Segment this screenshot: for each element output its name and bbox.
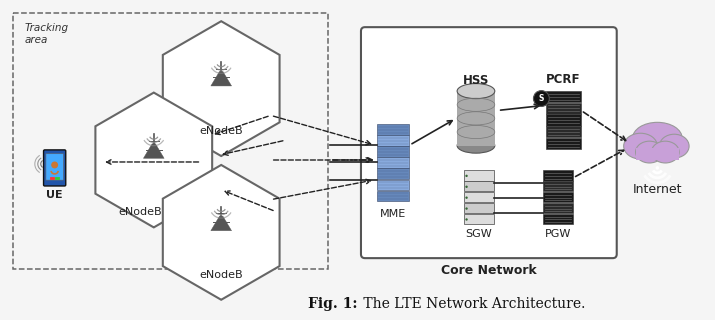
Text: MME: MME bbox=[380, 209, 406, 219]
Ellipse shape bbox=[633, 122, 682, 154]
Bar bbox=[457, 91, 495, 146]
Circle shape bbox=[465, 207, 468, 210]
Bar bbox=[546, 102, 581, 114]
Bar bbox=[546, 114, 581, 125]
Bar bbox=[377, 191, 408, 201]
Text: PGW: PGW bbox=[545, 229, 571, 239]
Bar bbox=[546, 91, 581, 102]
FancyBboxPatch shape bbox=[361, 27, 617, 258]
Circle shape bbox=[533, 91, 549, 107]
Bar bbox=[543, 181, 573, 191]
Text: PCRF: PCRF bbox=[546, 73, 581, 86]
Polygon shape bbox=[211, 216, 232, 231]
Bar bbox=[377, 147, 408, 157]
Bar bbox=[636, 148, 679, 160]
Bar bbox=[543, 203, 573, 213]
Bar bbox=[377, 124, 408, 135]
Bar bbox=[543, 192, 573, 202]
FancyBboxPatch shape bbox=[44, 150, 66, 186]
Bar bbox=[464, 214, 494, 224]
Polygon shape bbox=[144, 144, 164, 158]
Bar bbox=[464, 181, 494, 191]
Ellipse shape bbox=[457, 84, 495, 99]
Circle shape bbox=[465, 175, 468, 177]
Text: S: S bbox=[538, 94, 544, 103]
Bar bbox=[377, 157, 408, 168]
Polygon shape bbox=[95, 92, 212, 228]
Text: Fig. 1:: Fig. 1: bbox=[307, 297, 357, 311]
Bar bbox=[543, 171, 573, 180]
Bar bbox=[464, 171, 494, 180]
Ellipse shape bbox=[457, 138, 495, 153]
Bar bbox=[543, 214, 573, 224]
Bar bbox=[377, 135, 408, 146]
Text: eNodeB: eNodeB bbox=[118, 207, 162, 217]
Text: Core Network: Core Network bbox=[441, 264, 537, 277]
Ellipse shape bbox=[651, 141, 679, 163]
Ellipse shape bbox=[623, 133, 657, 159]
Circle shape bbox=[465, 186, 468, 188]
Polygon shape bbox=[163, 21, 280, 156]
Text: The LTE Network Architecture.: The LTE Network Architecture. bbox=[359, 297, 586, 311]
Bar bbox=[546, 138, 581, 149]
Polygon shape bbox=[211, 71, 232, 86]
Ellipse shape bbox=[636, 141, 664, 163]
Circle shape bbox=[656, 166, 659, 170]
Circle shape bbox=[465, 218, 468, 221]
Circle shape bbox=[51, 162, 58, 168]
Text: eNodeB: eNodeB bbox=[199, 270, 243, 280]
Text: UE: UE bbox=[46, 190, 63, 200]
FancyBboxPatch shape bbox=[46, 154, 64, 180]
Bar bbox=[464, 192, 494, 202]
Ellipse shape bbox=[659, 134, 689, 158]
Text: SGW: SGW bbox=[465, 229, 493, 239]
Text: eNodeB: eNodeB bbox=[199, 126, 243, 136]
Polygon shape bbox=[163, 165, 280, 300]
Text: Tracking
area: Tracking area bbox=[25, 23, 69, 45]
Bar bbox=[377, 180, 408, 190]
Bar bbox=[546, 126, 581, 137]
Text: HSS: HSS bbox=[463, 74, 489, 87]
Bar bbox=[13, 13, 328, 269]
Bar bbox=[377, 169, 408, 179]
Circle shape bbox=[465, 196, 468, 199]
Bar bbox=[464, 203, 494, 213]
Text: Internet: Internet bbox=[633, 183, 682, 196]
